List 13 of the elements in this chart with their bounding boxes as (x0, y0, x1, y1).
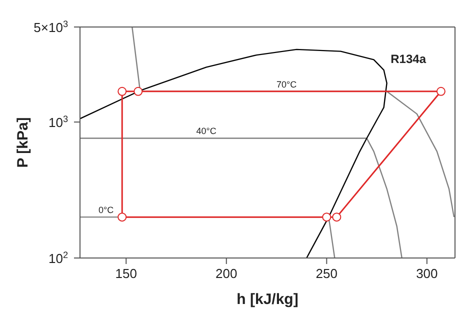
x-axis-title: h [kJ/kg] (236, 291, 298, 308)
x-tick-label: 200 (216, 266, 238, 281)
annotation: 70°C (276, 79, 298, 90)
annotation: R134a (390, 52, 426, 66)
x-tick-label: 150 (115, 266, 137, 281)
y-tick-label: 10$^{2}$ (48, 250, 68, 266)
x-tick-label: 250 (316, 266, 338, 281)
y-tick-label: 10$^{3}$ (48, 114, 68, 130)
annotation: 40°C (196, 126, 217, 136)
y-axis-title: P [kPa] (14, 117, 32, 168)
annotation: 0°C (98, 205, 114, 216)
x-tick-label: 300 (416, 266, 438, 281)
y-tick-label: 5×10$^{3}$ (34, 19, 68, 35)
